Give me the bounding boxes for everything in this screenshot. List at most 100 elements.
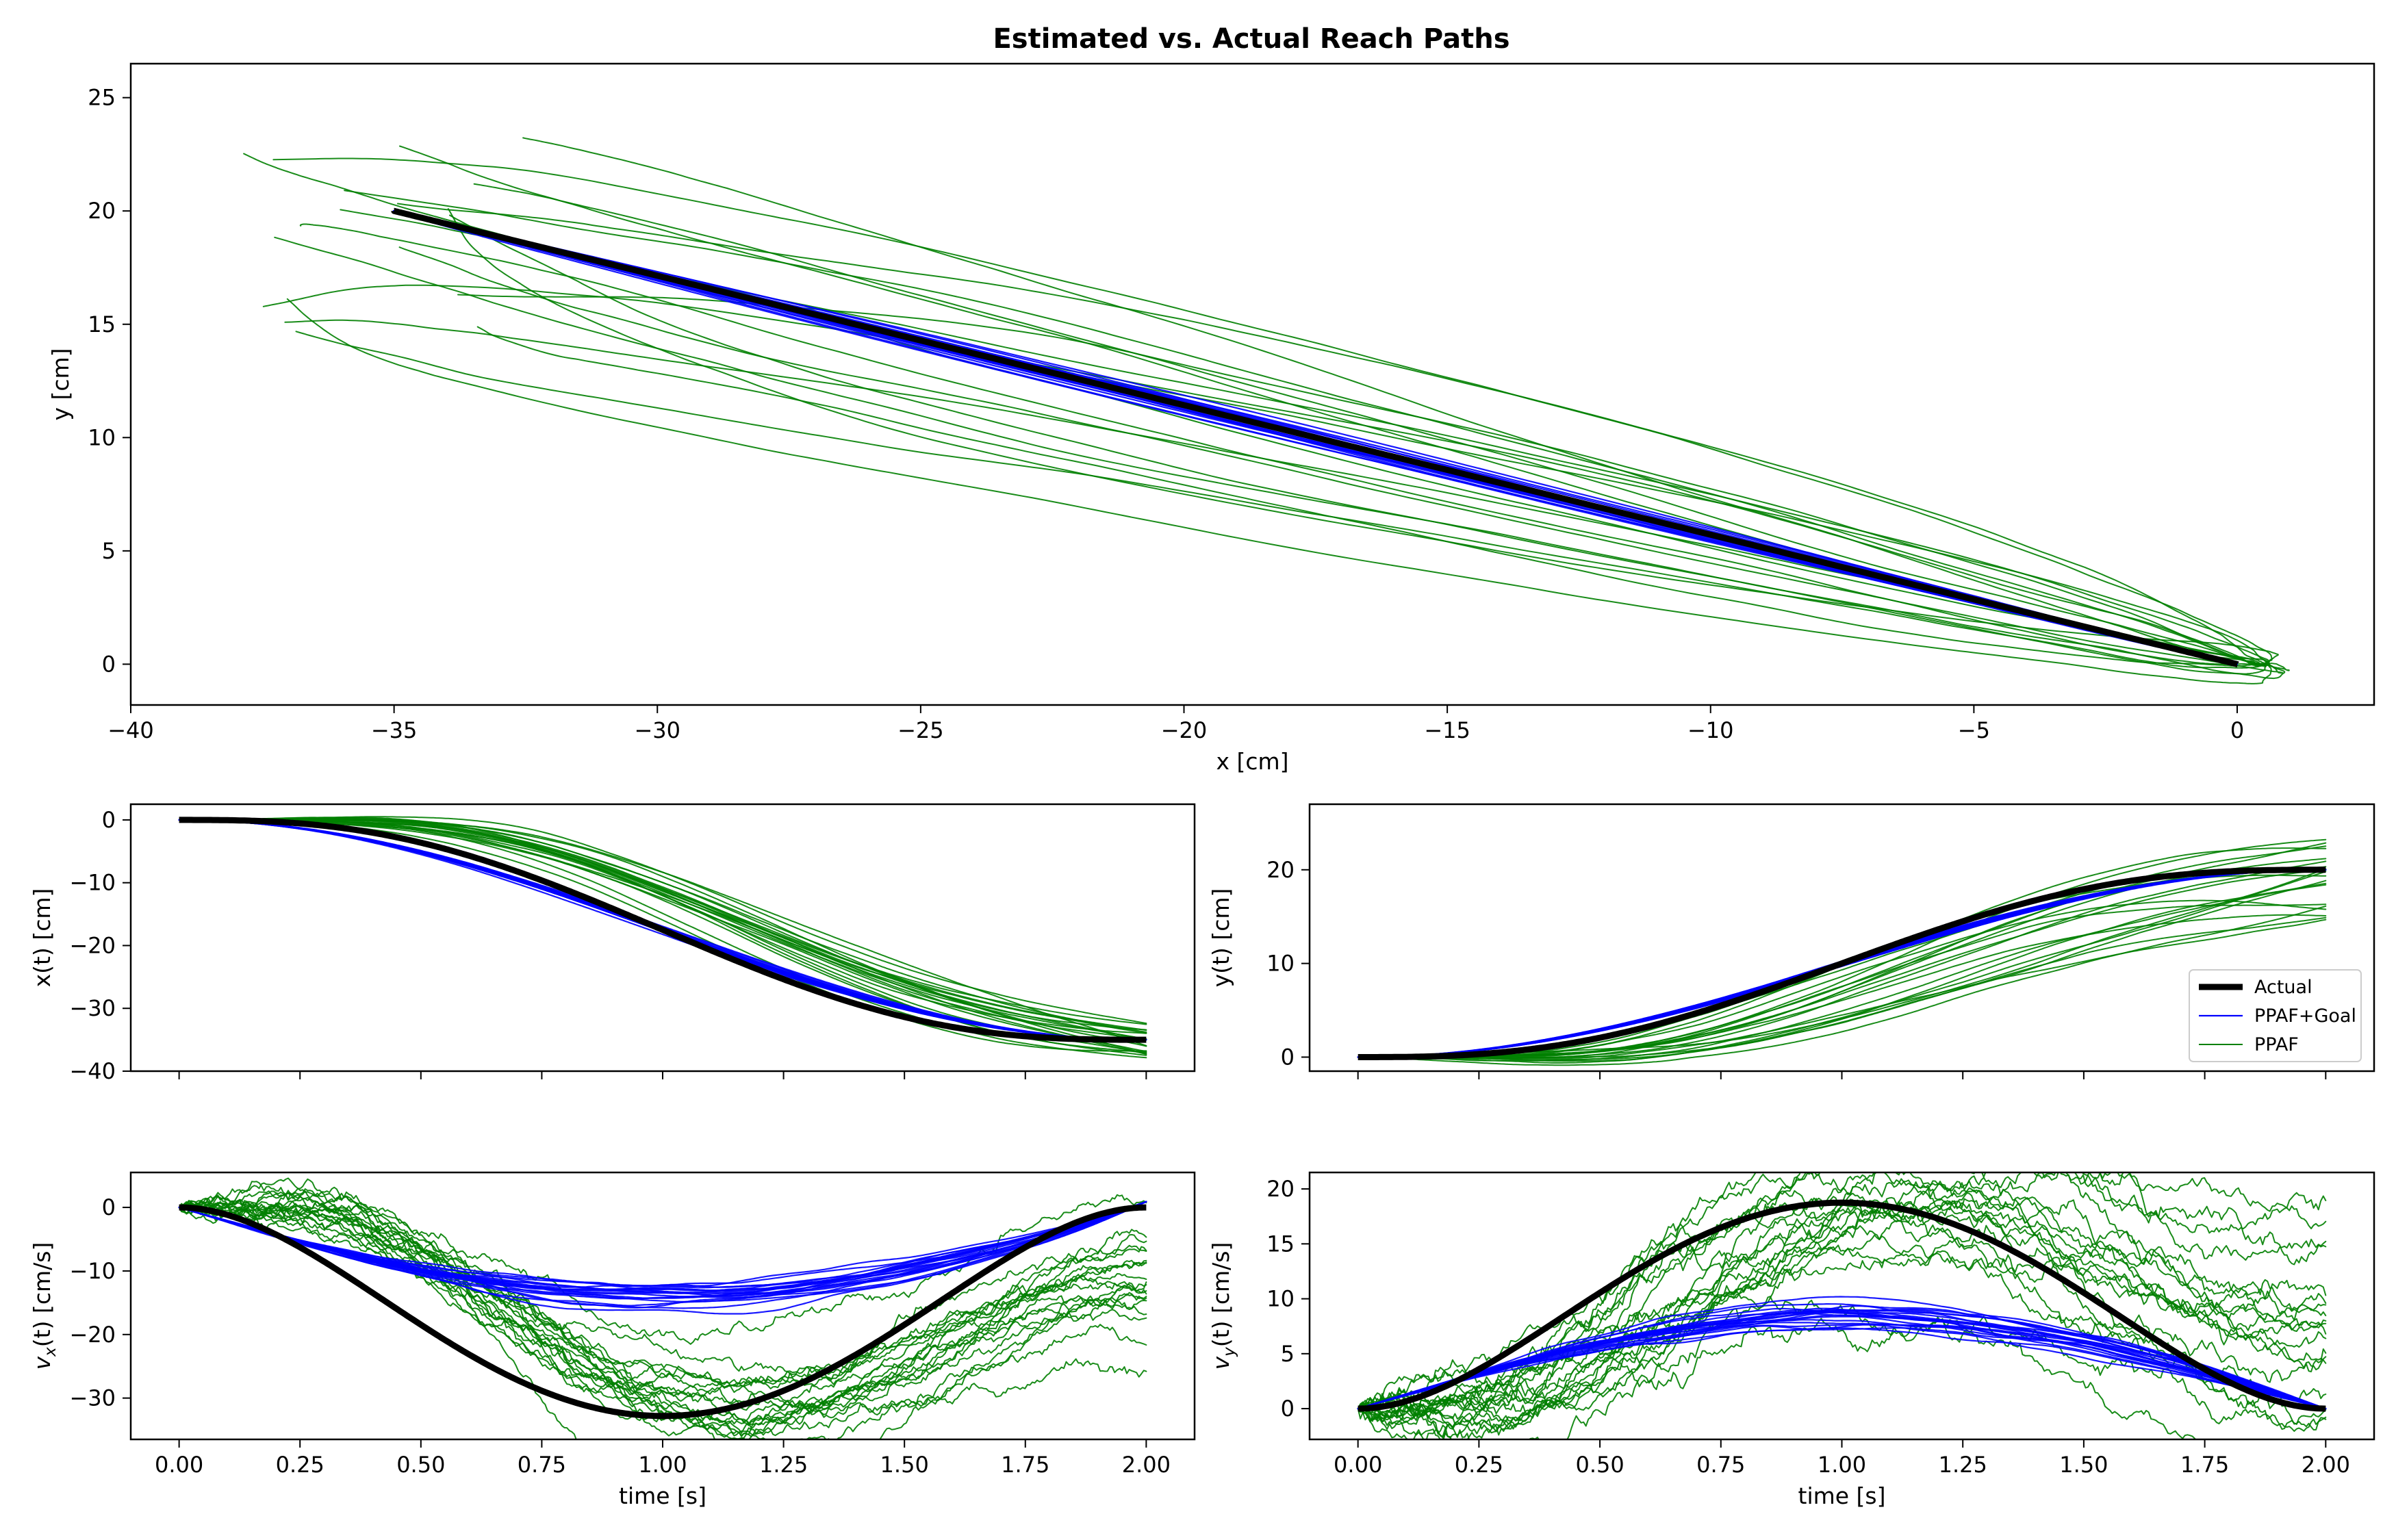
series-layer bbox=[1357, 838, 2327, 1066]
x-tick-label: 2.00 bbox=[1122, 1452, 1171, 1478]
actual-line bbox=[178, 1204, 1147, 1420]
ppaf-trial-path bbox=[284, 319, 2270, 667]
x-position-plot: 0 −10 −20 −30 −40 x(t) [cm] bbox=[29, 803, 1196, 1084]
series-layer bbox=[1357, 1172, 2327, 1439]
y-tick-label: 0 bbox=[102, 807, 116, 833]
ppaf-trial-line bbox=[178, 817, 1147, 1040]
x-tick-label: −40 bbox=[107, 717, 154, 743]
y-tick-label: −20 bbox=[69, 932, 116, 958]
ppaf-trial-line bbox=[178, 1200, 1147, 1389]
y-tick-label: 10 bbox=[1266, 951, 1295, 977]
ppaf-trial-line bbox=[1357, 1172, 2327, 1422]
x-tick-label: 0.25 bbox=[1455, 1452, 1503, 1478]
ppaf-trial-line bbox=[178, 819, 1147, 1031]
y-tick-label: 20 bbox=[1266, 1176, 1295, 1202]
actual-path bbox=[391, 207, 2241, 667]
x-axis-label: time [s] bbox=[619, 1483, 706, 1509]
ppaf-trial-line bbox=[178, 1201, 1147, 1423]
plot-frame bbox=[129, 62, 2375, 706]
x-tick-label: 1.00 bbox=[638, 1452, 687, 1478]
ppaf-goal-trial-line bbox=[1357, 1324, 2327, 1410]
ppaf-trial-path bbox=[295, 331, 2271, 669]
plot-area bbox=[131, 804, 1195, 1071]
x-tick-label: −30 bbox=[634, 717, 680, 743]
x-tick-label: 1.50 bbox=[880, 1452, 929, 1478]
ppaf-trial-line bbox=[178, 1203, 1147, 1439]
ppaf-trial-line bbox=[1357, 884, 2327, 1062]
ppaf-trial-line bbox=[178, 1203, 1147, 1429]
ppaf-trial-line bbox=[1357, 1187, 2327, 1433]
series-layer bbox=[243, 137, 2290, 684]
path-plot: −40 −35 −30 −25 −20 −15 −10 −5 0 0 5 10 15 20 25 x [cm]… bbox=[47, 62, 2375, 775]
ppaf-trial-line bbox=[1357, 1172, 2327, 1412]
x-tick-label: 0.75 bbox=[1696, 1452, 1745, 1478]
y-tick-label: −30 bbox=[69, 995, 116, 1021]
ppaf-trial-line bbox=[1357, 1172, 2327, 1411]
y-tick-label: 5 bbox=[1281, 1341, 1295, 1367]
y-tick-label: −10 bbox=[69, 870, 116, 896]
ppaf-goal-trial-line bbox=[1357, 1310, 2327, 1410]
ppaf-goal-trial-line bbox=[178, 1201, 1147, 1292]
ppaf-trial-line bbox=[1357, 916, 2327, 1059]
x-tick-label: −20 bbox=[1161, 717, 1208, 743]
x-tick-label: 2.00 bbox=[2302, 1452, 2350, 1478]
x-tick-label: 0.50 bbox=[1575, 1452, 1624, 1478]
y-velocity-plot: 0.00 0.25 0.50 0.75 1.00 1.25 1.50 1.75 2.00 0 5 10… bbox=[1208, 1171, 2375, 1509]
ppaf-trial-path bbox=[262, 284, 2270, 666]
y-tick-label: 0 bbox=[102, 1194, 116, 1220]
y-axis-label: y [cm] bbox=[47, 348, 74, 420]
ppaf-trial-path bbox=[272, 157, 2273, 667]
figure-title: Estimated vs. Actual Reach Paths bbox=[993, 23, 1509, 55]
ppaf-goal-trial-line bbox=[1357, 1322, 2327, 1410]
y-tick-label: 20 bbox=[88, 198, 116, 224]
ppaf-trial-line bbox=[1357, 1220, 2327, 1434]
y-axis-label: x(t) [cm] bbox=[29, 888, 55, 988]
ppaf-trial-line bbox=[178, 1203, 1147, 1426]
ppaf-trial-path bbox=[243, 153, 2270, 665]
x-velocity-plot: 0.00 0.25 0.50 0.75 1.00 1.25 1.50 1.75 2.00 0 −10… bbox=[29, 1171, 1196, 1509]
x-tick-label: 1.25 bbox=[1939, 1452, 1987, 1478]
ppaf-trial-path bbox=[286, 298, 2272, 684]
y-tick-label: −10 bbox=[69, 1258, 116, 1284]
ppaf-trial-line bbox=[1357, 882, 2327, 1061]
y-tick-label: 25 bbox=[88, 85, 116, 111]
ppaf-trial-line bbox=[1357, 1296, 2197, 1439]
ppaf-trial-path bbox=[396, 203, 2270, 665]
legend: Actual PPAF+Goal PPAF bbox=[2189, 969, 2362, 1062]
y-tick-label: −20 bbox=[69, 1322, 116, 1348]
y-tick-label: 0 bbox=[1281, 1396, 1295, 1422]
x-tick-label: 1.00 bbox=[1818, 1452, 1866, 1478]
plot-frame bbox=[129, 1171, 1196, 1441]
x-tick-label: −35 bbox=[371, 717, 418, 743]
ppaf-goal-trial-line bbox=[178, 1201, 1147, 1315]
ppaf-trial-line bbox=[1357, 1172, 2327, 1411]
legend-actual-label: Actual bbox=[2254, 977, 2312, 998]
plot-area bbox=[131, 64, 2374, 705]
ppaf-goal-trial-line bbox=[178, 1201, 1147, 1309]
ppaf-trial-line bbox=[178, 818, 1147, 1055]
x-axis-label: time [s] bbox=[1798, 1483, 1886, 1509]
x-tick-label: 1.75 bbox=[1001, 1452, 1049, 1478]
plot-frame bbox=[129, 803, 1196, 1073]
ppaf-trial-line bbox=[178, 819, 1147, 1031]
x-tick-label: −5 bbox=[1958, 717, 1990, 743]
ppaf-trial-path bbox=[399, 145, 2270, 667]
series-layer bbox=[178, 816, 1147, 1059]
legend-ppaf-label: PPAF bbox=[2254, 1034, 2299, 1055]
y-tick-label: 0 bbox=[102, 651, 116, 677]
ppaf-trial-line bbox=[1357, 1206, 2327, 1422]
y-axis-label: vy(t) [cm/s] bbox=[1208, 1242, 1238, 1370]
y-tick-label: 10 bbox=[1266, 1286, 1295, 1312]
x-tick-label: 0.00 bbox=[1334, 1452, 1382, 1478]
x-tick-label: 0.25 bbox=[276, 1452, 324, 1478]
x-tick-label: 0.75 bbox=[518, 1452, 566, 1478]
actual-line bbox=[1357, 867, 2327, 1060]
x-tick-label: 0 bbox=[2230, 717, 2244, 743]
x-tick-label: 1.50 bbox=[2059, 1452, 2108, 1478]
ppaf-trial-line bbox=[178, 1202, 1147, 1439]
ppaf-trial-line bbox=[1357, 1234, 2327, 1420]
ppaf-goal-trial-line bbox=[178, 1201, 1147, 1292]
ppaf-trial-path bbox=[398, 246, 2284, 674]
x-axis-label: x [cm] bbox=[1216, 748, 1288, 775]
